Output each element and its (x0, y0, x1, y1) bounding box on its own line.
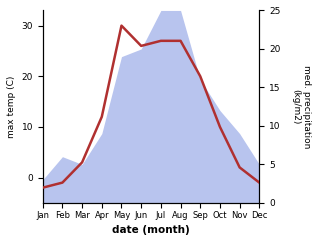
Y-axis label: max temp (C): max temp (C) (7, 76, 16, 138)
Y-axis label: med. precipitation
(kg/m2): med. precipitation (kg/m2) (292, 65, 311, 148)
X-axis label: date (month): date (month) (112, 225, 190, 235)
